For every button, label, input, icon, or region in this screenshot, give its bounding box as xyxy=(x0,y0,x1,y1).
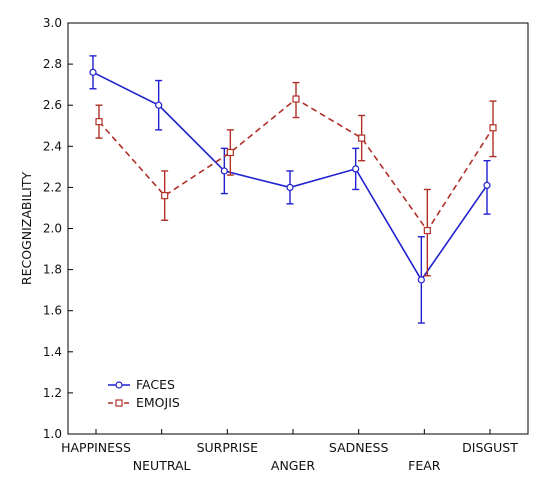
legend-label: FACES xyxy=(136,377,175,392)
series-faces xyxy=(89,55,491,324)
x-tick-label-fear: FEAR xyxy=(408,458,441,473)
x-tick-label-happiness: HAPPINESS xyxy=(61,440,131,455)
data-point xyxy=(292,95,300,103)
legend: FACES EMOJIS xyxy=(104,375,192,413)
data-point xyxy=(352,165,360,173)
series-emojis xyxy=(95,81,497,277)
data-point xyxy=(286,183,294,191)
y-tick-label: 1.4 xyxy=(43,345,62,359)
y-tick-label: 2.8 xyxy=(43,57,62,71)
y-tick-label: 2.4 xyxy=(43,139,62,153)
legend-label: EMOJIS xyxy=(136,395,180,410)
y-tick-label: 1.6 xyxy=(43,304,62,318)
x-tick-label-surprise: SURPRISE xyxy=(197,440,259,455)
y-tick-label: 2.2 xyxy=(43,180,62,194)
series-layer xyxy=(89,55,497,324)
y-tick-label: 2.0 xyxy=(43,222,62,236)
data-point xyxy=(423,226,431,235)
data-point xyxy=(161,192,169,200)
x-tick-label-anger: ANGER xyxy=(271,458,315,473)
x-tick-label-disgust: DISGUST xyxy=(462,440,518,455)
data-point xyxy=(489,124,497,132)
x-tick-label-neutral: NEUTRAL xyxy=(133,458,191,473)
data-point xyxy=(483,181,491,189)
data-point xyxy=(95,118,103,126)
y-tick-label: 1.0 xyxy=(43,427,62,441)
legend-box xyxy=(104,375,192,413)
y-axis-title: RECOGNIZABILITY xyxy=(19,172,34,286)
data-point xyxy=(89,68,97,76)
legend-marker xyxy=(115,399,123,407)
y-tick-label: 1.8 xyxy=(43,263,62,277)
data-point xyxy=(155,101,163,109)
data-point xyxy=(358,134,366,142)
data-point xyxy=(226,148,234,157)
legend-item-faces: FACES xyxy=(108,377,175,392)
y-tick-label: 3.0 xyxy=(43,16,62,30)
data-point xyxy=(220,167,228,175)
y-tick-label: 1.2 xyxy=(43,386,62,400)
legend-marker xyxy=(115,381,123,389)
x-tick-label-sadness: SADNESS xyxy=(329,440,389,455)
y-tick-label: 2.6 xyxy=(43,98,62,112)
data-point xyxy=(417,276,425,284)
y-axis: 1.0 1.2 1.4 1.6 1.8 2.0 2.2 2.4 2.6 2.8 3.0 xyxy=(43,16,73,441)
legend-item-emojis: EMOJIS xyxy=(108,395,180,410)
